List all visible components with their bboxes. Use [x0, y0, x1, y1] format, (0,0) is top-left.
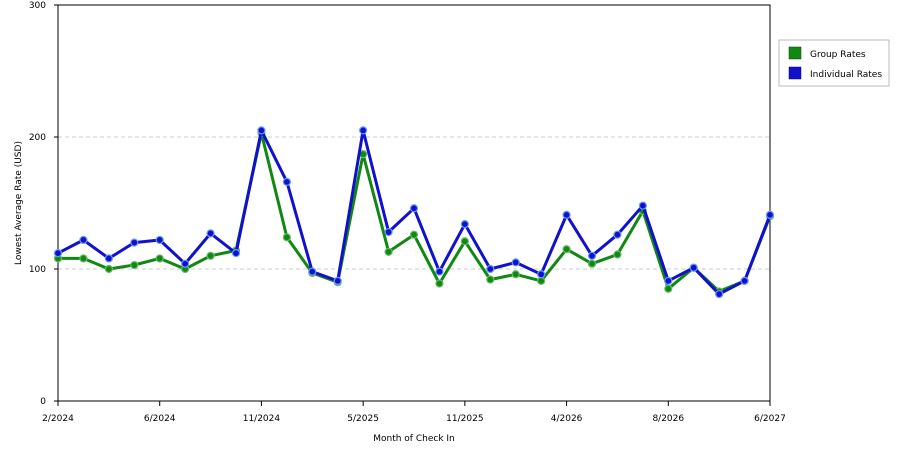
y-tick-label: 200	[29, 133, 46, 143]
data-point	[384, 247, 393, 256]
data-point	[409, 230, 419, 239]
data-point	[587, 259, 597, 268]
data-point	[664, 276, 673, 285]
x-tick-label: 5/2025	[347, 414, 379, 424]
x-tick-label: 11/2025	[446, 414, 483, 424]
y-axis: 0 100 200 300	[29, 1, 58, 407]
data-point	[282, 233, 291, 242]
data-point	[435, 279, 444, 288]
data-point	[613, 230, 622, 239]
data-point	[638, 201, 647, 210]
data-point	[664, 284, 673, 293]
data-point	[206, 251, 215, 260]
legend-swatch-group	[788, 46, 802, 60]
data-point	[130, 238, 139, 247]
data-point	[104, 264, 113, 274]
data-point	[460, 220, 469, 229]
x-axis-title: Month of Check In	[373, 434, 455, 444]
x-tick-label: 11/2024	[243, 414, 281, 424]
x-tick-label: 2/2024	[42, 414, 74, 424]
data-point	[537, 276, 546, 285]
data-point	[409, 204, 419, 213]
data-point	[155, 235, 164, 245]
series-lines	[53, 126, 775, 299]
data-point	[231, 249, 241, 258]
data-point	[511, 258, 520, 267]
grid-lines	[58, 136, 770, 270]
legend: Group Rates Individual Rates	[778, 39, 890, 87]
data-point	[460, 237, 469, 246]
x-tick-label: 6/2027	[754, 414, 786, 424]
data-point	[715, 289, 724, 299]
data-point	[537, 270, 546, 279]
data-point	[486, 275, 495, 284]
y-axis-title: Lowest Average Rate (USD)	[14, 141, 24, 265]
data-point	[282, 177, 291, 186]
y-tick-label: 300	[29, 1, 46, 11]
data-point	[562, 210, 571, 219]
data-point	[689, 263, 698, 272]
data-point	[587, 251, 597, 260]
data-point	[130, 260, 139, 270]
plot-area	[57, 4, 771, 402]
series-individual-rates	[53, 126, 775, 299]
data-point	[308, 267, 317, 276]
data-point	[562, 245, 571, 254]
x-tick-label: 4/2026	[551, 414, 583, 424]
x-axis: 2/2024 6/2024 11/2024 5/2025 11/2025 4/2026 8/…	[42, 401, 786, 424]
data-point	[104, 254, 113, 263]
data-point	[257, 126, 266, 135]
x-tick-label: 8/2026	[652, 414, 684, 424]
data-point	[384, 227, 393, 237]
data-point	[435, 267, 444, 276]
data-point	[486, 264, 495, 274]
data-point	[740, 276, 749, 285]
data-point	[333, 276, 342, 285]
legend-swatch-individual	[788, 66, 802, 80]
y-tick-label: 0	[40, 397, 46, 407]
legend-label-individual: Individual Rates	[810, 70, 882, 80]
data-point	[79, 254, 88, 263]
data-point	[155, 254, 164, 263]
data-point	[206, 229, 215, 238]
x-tick-label: 6/2024	[144, 414, 176, 424]
data-point	[613, 250, 622, 259]
legend-label-group: Group Rates	[810, 50, 866, 60]
y-tick-label: 100	[29, 265, 46, 275]
data-point	[511, 270, 520, 279]
data-point	[79, 235, 88, 245]
data-point	[765, 210, 775, 219]
data-point	[359, 126, 368, 135]
data-point	[181, 259, 190, 268]
data-point	[53, 249, 63, 258]
